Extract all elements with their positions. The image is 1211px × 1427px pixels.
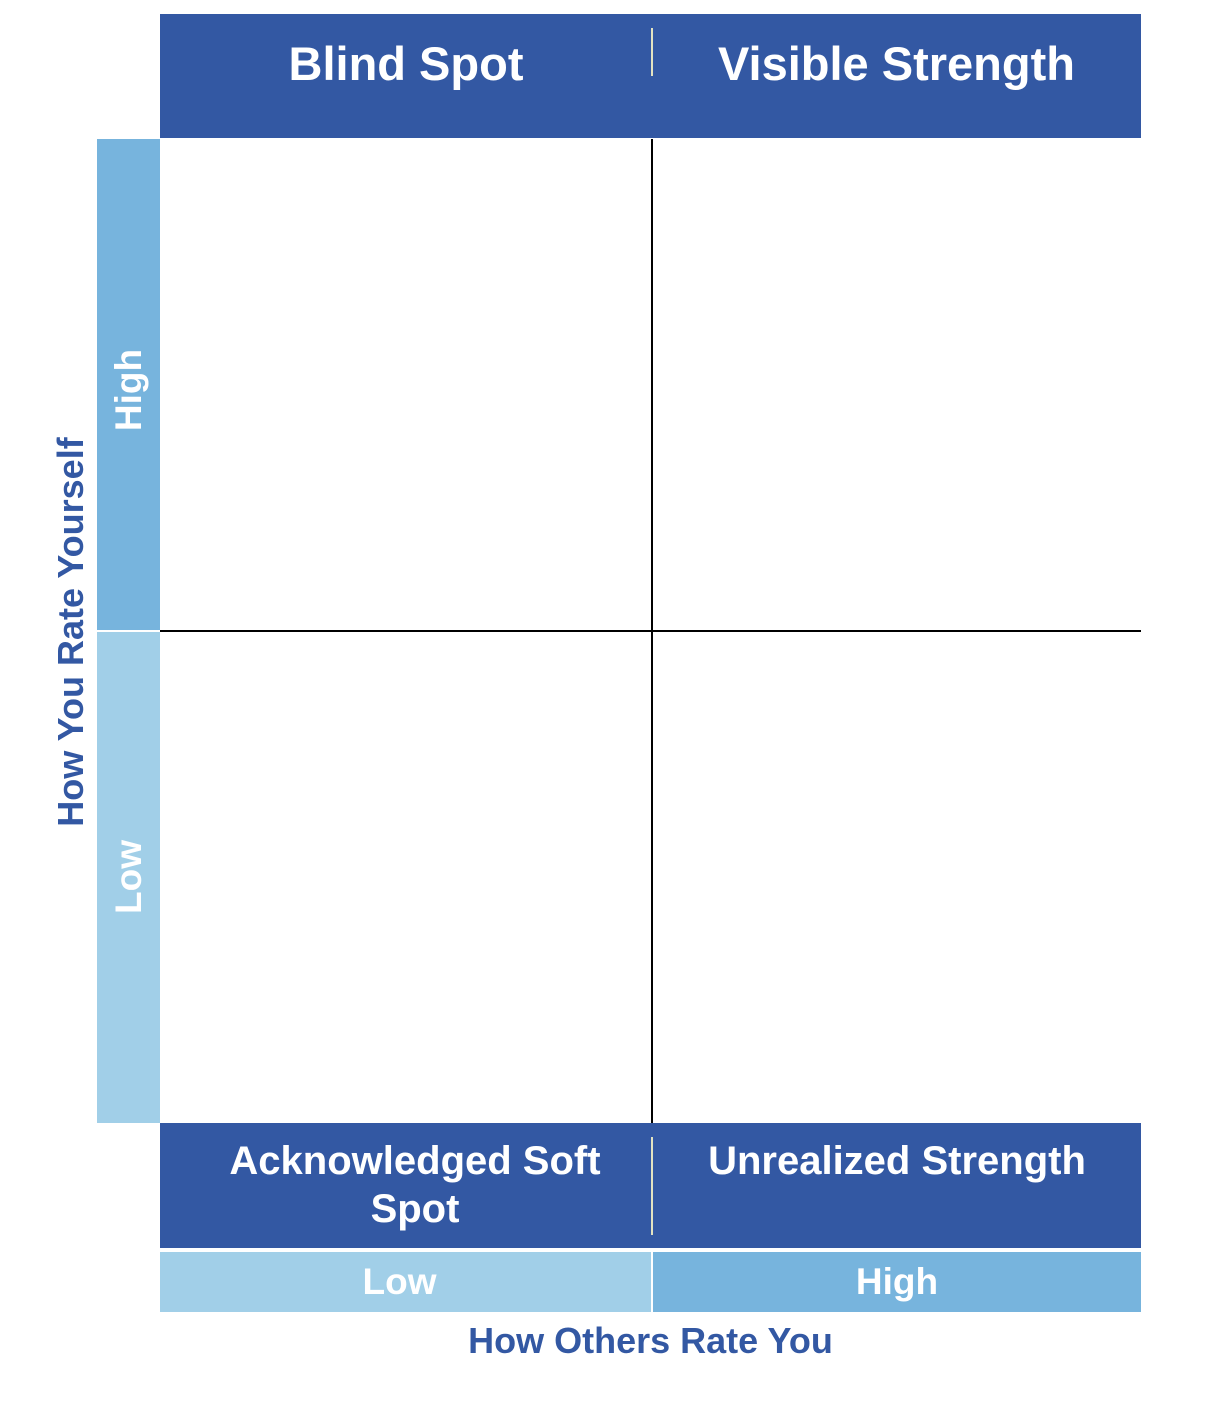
- y-axis-title: How You Rate Yourself: [50, 437, 91, 827]
- x-axis-high-label: High: [855, 1261, 939, 1302]
- top-header-band: Blind Spot Visible Strength: [160, 14, 1141, 138]
- y-axis-high-label: High: [107, 348, 149, 432]
- x-axis-low-band: Low: [160, 1252, 651, 1312]
- x-axis-high-band: High: [653, 1252, 1141, 1312]
- top-header-divider: [651, 28, 653, 76]
- blind-spot-label: Blind Spot: [288, 37, 524, 90]
- quadrant-unrealized-strength: [653, 632, 1141, 1123]
- x-axis-title: How Others Rate You: [468, 1320, 833, 1361]
- y-axis-low-label: Low: [107, 840, 149, 914]
- acknowledged-soft-spot-label: Acknowledged Soft Spot: [229, 1139, 601, 1231]
- visible-strength-label: Visible Strength: [718, 37, 1075, 90]
- bottom-label-band: Acknowledged Soft Spot Unrealized Streng…: [160, 1123, 1141, 1248]
- x-axis-low-label: Low: [362, 1261, 437, 1302]
- quadrant-grid: [160, 139, 1141, 1123]
- grid-horizontal-line: [160, 630, 1141, 632]
- bottom-band-divider: [651, 1137, 653, 1235]
- y-axis-low-band: Low: [97, 631, 160, 1123]
- quadrant-acknowledged-soft-spot: [160, 632, 651, 1123]
- quadrant-visible-strength: [653, 139, 1141, 630]
- y-axis-band-separator: [97, 630, 160, 632]
- y-axis-high-band: High: [97, 139, 160, 631]
- quadrant-blind-spot: [160, 139, 651, 630]
- unrealized-strength-label: Unrealized Strength: [708, 1139, 1086, 1183]
